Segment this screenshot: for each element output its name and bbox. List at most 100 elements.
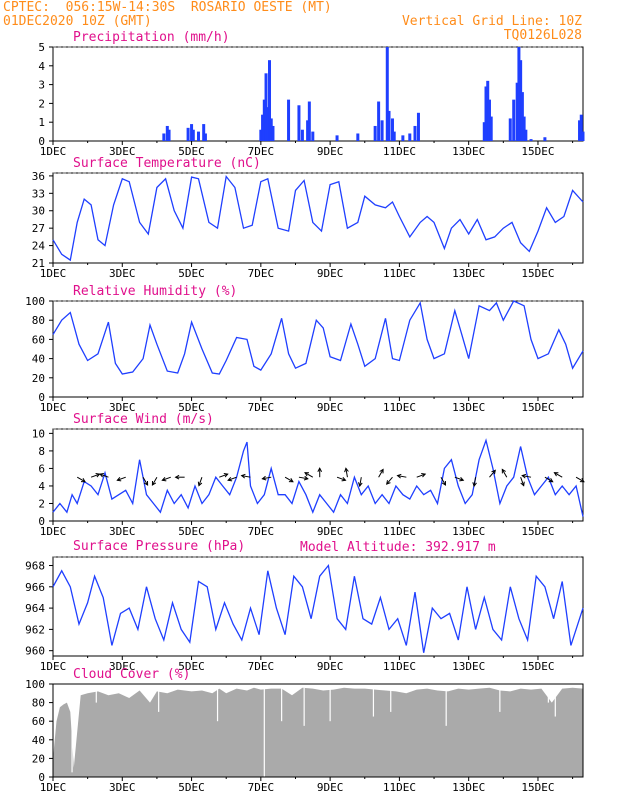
y-tick-label: 33 bbox=[32, 187, 45, 200]
x-tick-label: 1DEC bbox=[40, 525, 67, 538]
y-tick-label: 8 bbox=[38, 445, 45, 458]
precip-bar bbox=[259, 129, 263, 141]
wind-vector-head bbox=[174, 474, 180, 480]
wind-vector-head bbox=[223, 473, 229, 478]
precip-bar bbox=[524, 129, 528, 141]
wind-vector bbox=[162, 476, 171, 481]
y-tick-label: 20 bbox=[32, 752, 45, 765]
precip-bar bbox=[416, 112, 420, 141]
y-tick-label: 1 bbox=[38, 116, 45, 129]
wind-vector bbox=[304, 472, 314, 478]
precip-bar bbox=[262, 99, 266, 141]
wind-vector bbox=[378, 469, 384, 478]
wind-vector bbox=[501, 469, 508, 478]
precip-bar bbox=[311, 131, 315, 141]
wind-vector bbox=[198, 477, 203, 486]
y-tick-label: 5 bbox=[38, 41, 45, 54]
y-tick-label: 100 bbox=[25, 295, 45, 308]
y-tick-label: 964 bbox=[25, 602, 45, 615]
wind-vector-head bbox=[341, 476, 347, 482]
y-tick-label: 2 bbox=[38, 97, 45, 110]
wind-vector bbox=[336, 476, 346, 481]
precip-bar bbox=[190, 124, 194, 141]
y-tick-label: 80 bbox=[32, 697, 45, 710]
precip-bar bbox=[520, 92, 524, 141]
header-date: 01DEC2020 10Z (GMT) bbox=[3, 14, 152, 29]
precip-bar bbox=[335, 135, 339, 141]
precip-bar bbox=[529, 139, 533, 141]
wind-vector-head bbox=[396, 473, 402, 479]
y-tick-label: 27 bbox=[32, 222, 45, 235]
wind-vector bbox=[473, 477, 477, 487]
x-tick-label: 3DEC bbox=[109, 660, 136, 673]
wind-vector bbox=[416, 473, 426, 478]
y-tick-label: 30 bbox=[32, 205, 45, 218]
precip-bar bbox=[543, 137, 547, 141]
x-tick-label: 5DEC bbox=[178, 525, 205, 538]
wind-vector-head bbox=[386, 480, 391, 485]
wind-vector-head bbox=[288, 478, 294, 483]
wind-vector bbox=[117, 476, 126, 481]
wind-vector bbox=[544, 476, 553, 483]
wind-vector-head bbox=[151, 480, 157, 486]
precip-bar bbox=[392, 131, 396, 141]
panel-frame bbox=[52, 556, 584, 657]
wind-vector bbox=[489, 469, 496, 478]
y-tick-label: 966 bbox=[25, 581, 45, 594]
wind-vector-head bbox=[317, 467, 323, 472]
x-tick-label: 1DEC bbox=[40, 145, 67, 158]
precip-bar bbox=[271, 125, 275, 141]
wind-vector bbox=[142, 476, 148, 486]
precip-bar bbox=[519, 60, 523, 141]
wind-vector-head bbox=[116, 476, 122, 482]
x-tick-label: 15DEC bbox=[521, 781, 554, 794]
precip-bar bbox=[380, 120, 384, 141]
y-tick-label: 20 bbox=[32, 372, 45, 385]
x-tick-label: 3DEC bbox=[109, 267, 136, 280]
x-tick-label: 13DEC bbox=[452, 145, 485, 158]
wind-vector-head bbox=[304, 472, 310, 477]
y-tick-label: 80 bbox=[32, 314, 45, 327]
series-line bbox=[52, 438, 584, 517]
wind-vector-head bbox=[441, 480, 447, 486]
x-tick-label: 13DEC bbox=[452, 267, 485, 280]
precip-bar bbox=[487, 99, 491, 141]
precip-bar bbox=[517, 47, 521, 141]
x-tick-label: 11DEC bbox=[383, 781, 416, 794]
x-tick-label: 5DEC bbox=[178, 145, 205, 158]
wind-vector bbox=[219, 473, 228, 478]
x-tick-label: 13DEC bbox=[452, 660, 485, 673]
precip-bar bbox=[269, 118, 273, 141]
x-tick-label: 1DEC bbox=[40, 781, 67, 794]
wind-vector-head bbox=[80, 478, 86, 483]
x-tick-label: 5DEC bbox=[178, 267, 205, 280]
precip-bar bbox=[482, 122, 486, 141]
x-tick-label: 5DEC bbox=[178, 660, 205, 673]
x-tick-label: 13DEC bbox=[452, 781, 485, 794]
x-tick-label: 9DEC bbox=[317, 660, 344, 673]
precip-bar bbox=[162, 133, 166, 141]
x-tick-label: 13DEC bbox=[452, 525, 485, 538]
wind-vector bbox=[440, 476, 446, 486]
precip-bar bbox=[300, 129, 304, 141]
y-tick-label: 4 bbox=[38, 480, 45, 493]
x-tick-label: 5DEC bbox=[178, 401, 205, 414]
wind-vector-head bbox=[143, 480, 149, 486]
wind-vector bbox=[284, 476, 294, 483]
x-tick-label: 7DEC bbox=[248, 145, 275, 158]
precip-bar bbox=[484, 86, 488, 141]
precip-bar bbox=[287, 99, 291, 141]
x-tick-label: 15DEC bbox=[521, 660, 554, 673]
precip-bar bbox=[385, 47, 389, 141]
wind-vector bbox=[575, 476, 585, 483]
x-tick-label: 9DEC bbox=[317, 781, 344, 794]
panel-title: Surface Pressure (hPa) bbox=[73, 539, 245, 554]
x-tick-label: 7DEC bbox=[248, 401, 275, 414]
x-tick-label: 7DEC bbox=[248, 660, 275, 673]
y-tick-label: 24 bbox=[32, 240, 46, 253]
x-tick-label: 3DEC bbox=[109, 401, 136, 414]
y-tick-label: 0 bbox=[38, 391, 45, 404]
precip-bar bbox=[489, 116, 493, 141]
x-tick-label: 9DEC bbox=[317, 267, 344, 280]
